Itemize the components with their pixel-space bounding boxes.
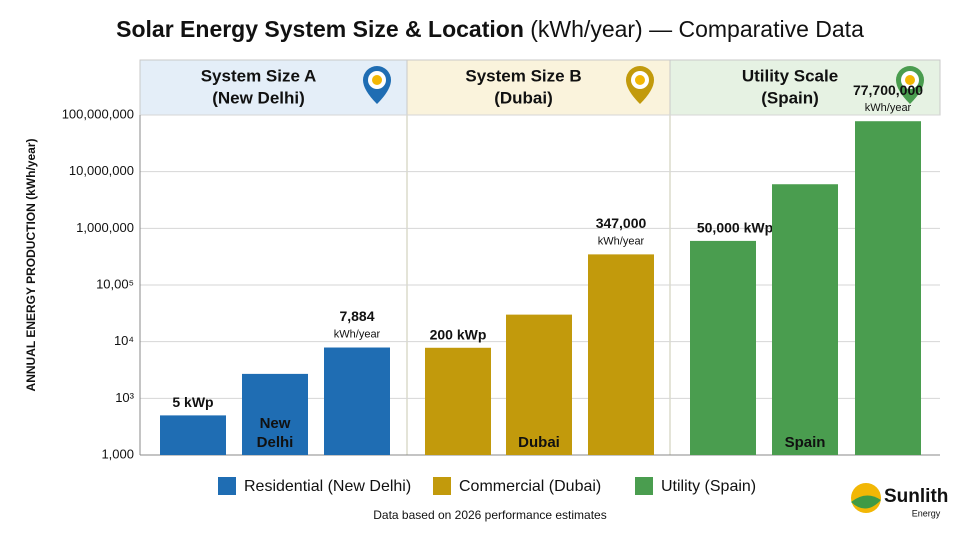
y-tick-label: 10⁴ — [114, 333, 134, 348]
sun-icon — [905, 75, 915, 85]
value-label: 77,700,000 — [853, 82, 923, 98]
y-tick-label: 10,00⁵ — [96, 276, 134, 291]
group-header — [139, 59, 408, 116]
bar — [242, 373, 308, 455]
bar — [160, 415, 226, 455]
y-tick-label: 10³ — [115, 390, 134, 405]
group-title: System Size A — [201, 66, 317, 85]
y-tick-label: 10,000,000 — [69, 163, 134, 178]
bar-label: Dubai — [518, 434, 560, 451]
bar — [506, 314, 572, 455]
group-title: System Size B — [465, 66, 581, 85]
group-title: (Dubai) — [494, 88, 553, 107]
title-unit: (kWh/year) — Comparative Data — [530, 16, 864, 42]
value-unit: kWh/year — [865, 102, 912, 114]
bar — [772, 184, 838, 455]
bar — [425, 347, 491, 455]
bar — [324, 347, 390, 455]
y-tick-label: 100,000,000 — [62, 106, 134, 121]
bar-annotation: 5 kWp — [172, 394, 213, 410]
value-unit: kWh/year — [598, 235, 645, 247]
legend-swatch — [635, 477, 653, 495]
legend-label: Commercial (Dubai) — [459, 478, 601, 495]
value-label: 7,884 — [339, 308, 374, 324]
bar-label: New — [260, 415, 291, 432]
bar-label: Spain — [785, 434, 826, 451]
legend-label: Utility (Spain) — [661, 478, 756, 495]
value-label: 347,000 — [596, 215, 647, 231]
legend-swatch — [218, 477, 236, 495]
legend-swatch — [433, 477, 451, 495]
bar — [690, 240, 756, 455]
group-title: (New Delhi) — [212, 88, 305, 107]
logo-mark — [851, 495, 881, 509]
sun-icon — [372, 75, 382, 85]
group-title: (Spain) — [761, 88, 819, 107]
y-tick-label: 1,000,000 — [76, 220, 134, 235]
chart-title: Solar Energy System Size & Location (kWh… — [116, 16, 864, 42]
bar-annotation: 50,000 kWp — [697, 220, 773, 236]
group-title: Utility Scale — [742, 66, 838, 85]
group-header — [669, 59, 941, 116]
legend-label: Residential (New Delhi) — [244, 478, 411, 495]
sun-icon — [635, 75, 645, 85]
y-axis-label: ANNUAL ENERGY PRODUCTION (kWh/year) — [24, 139, 38, 392]
bar-label: Delhi — [257, 434, 294, 451]
bar-annotation: 200 kWp — [430, 326, 487, 342]
bar — [588, 254, 654, 455]
value-unit: kWh/year — [334, 328, 381, 340]
bar — [855, 121, 921, 455]
footnote: Data based on 2026 performance estimates — [373, 508, 606, 522]
logo-name: Sunlith — [884, 486, 948, 507]
logo-sub: Energy — [912, 508, 941, 518]
title-main: Solar Energy System Size & Location — [116, 16, 524, 42]
y-tick-label: 1,000 — [101, 446, 134, 461]
